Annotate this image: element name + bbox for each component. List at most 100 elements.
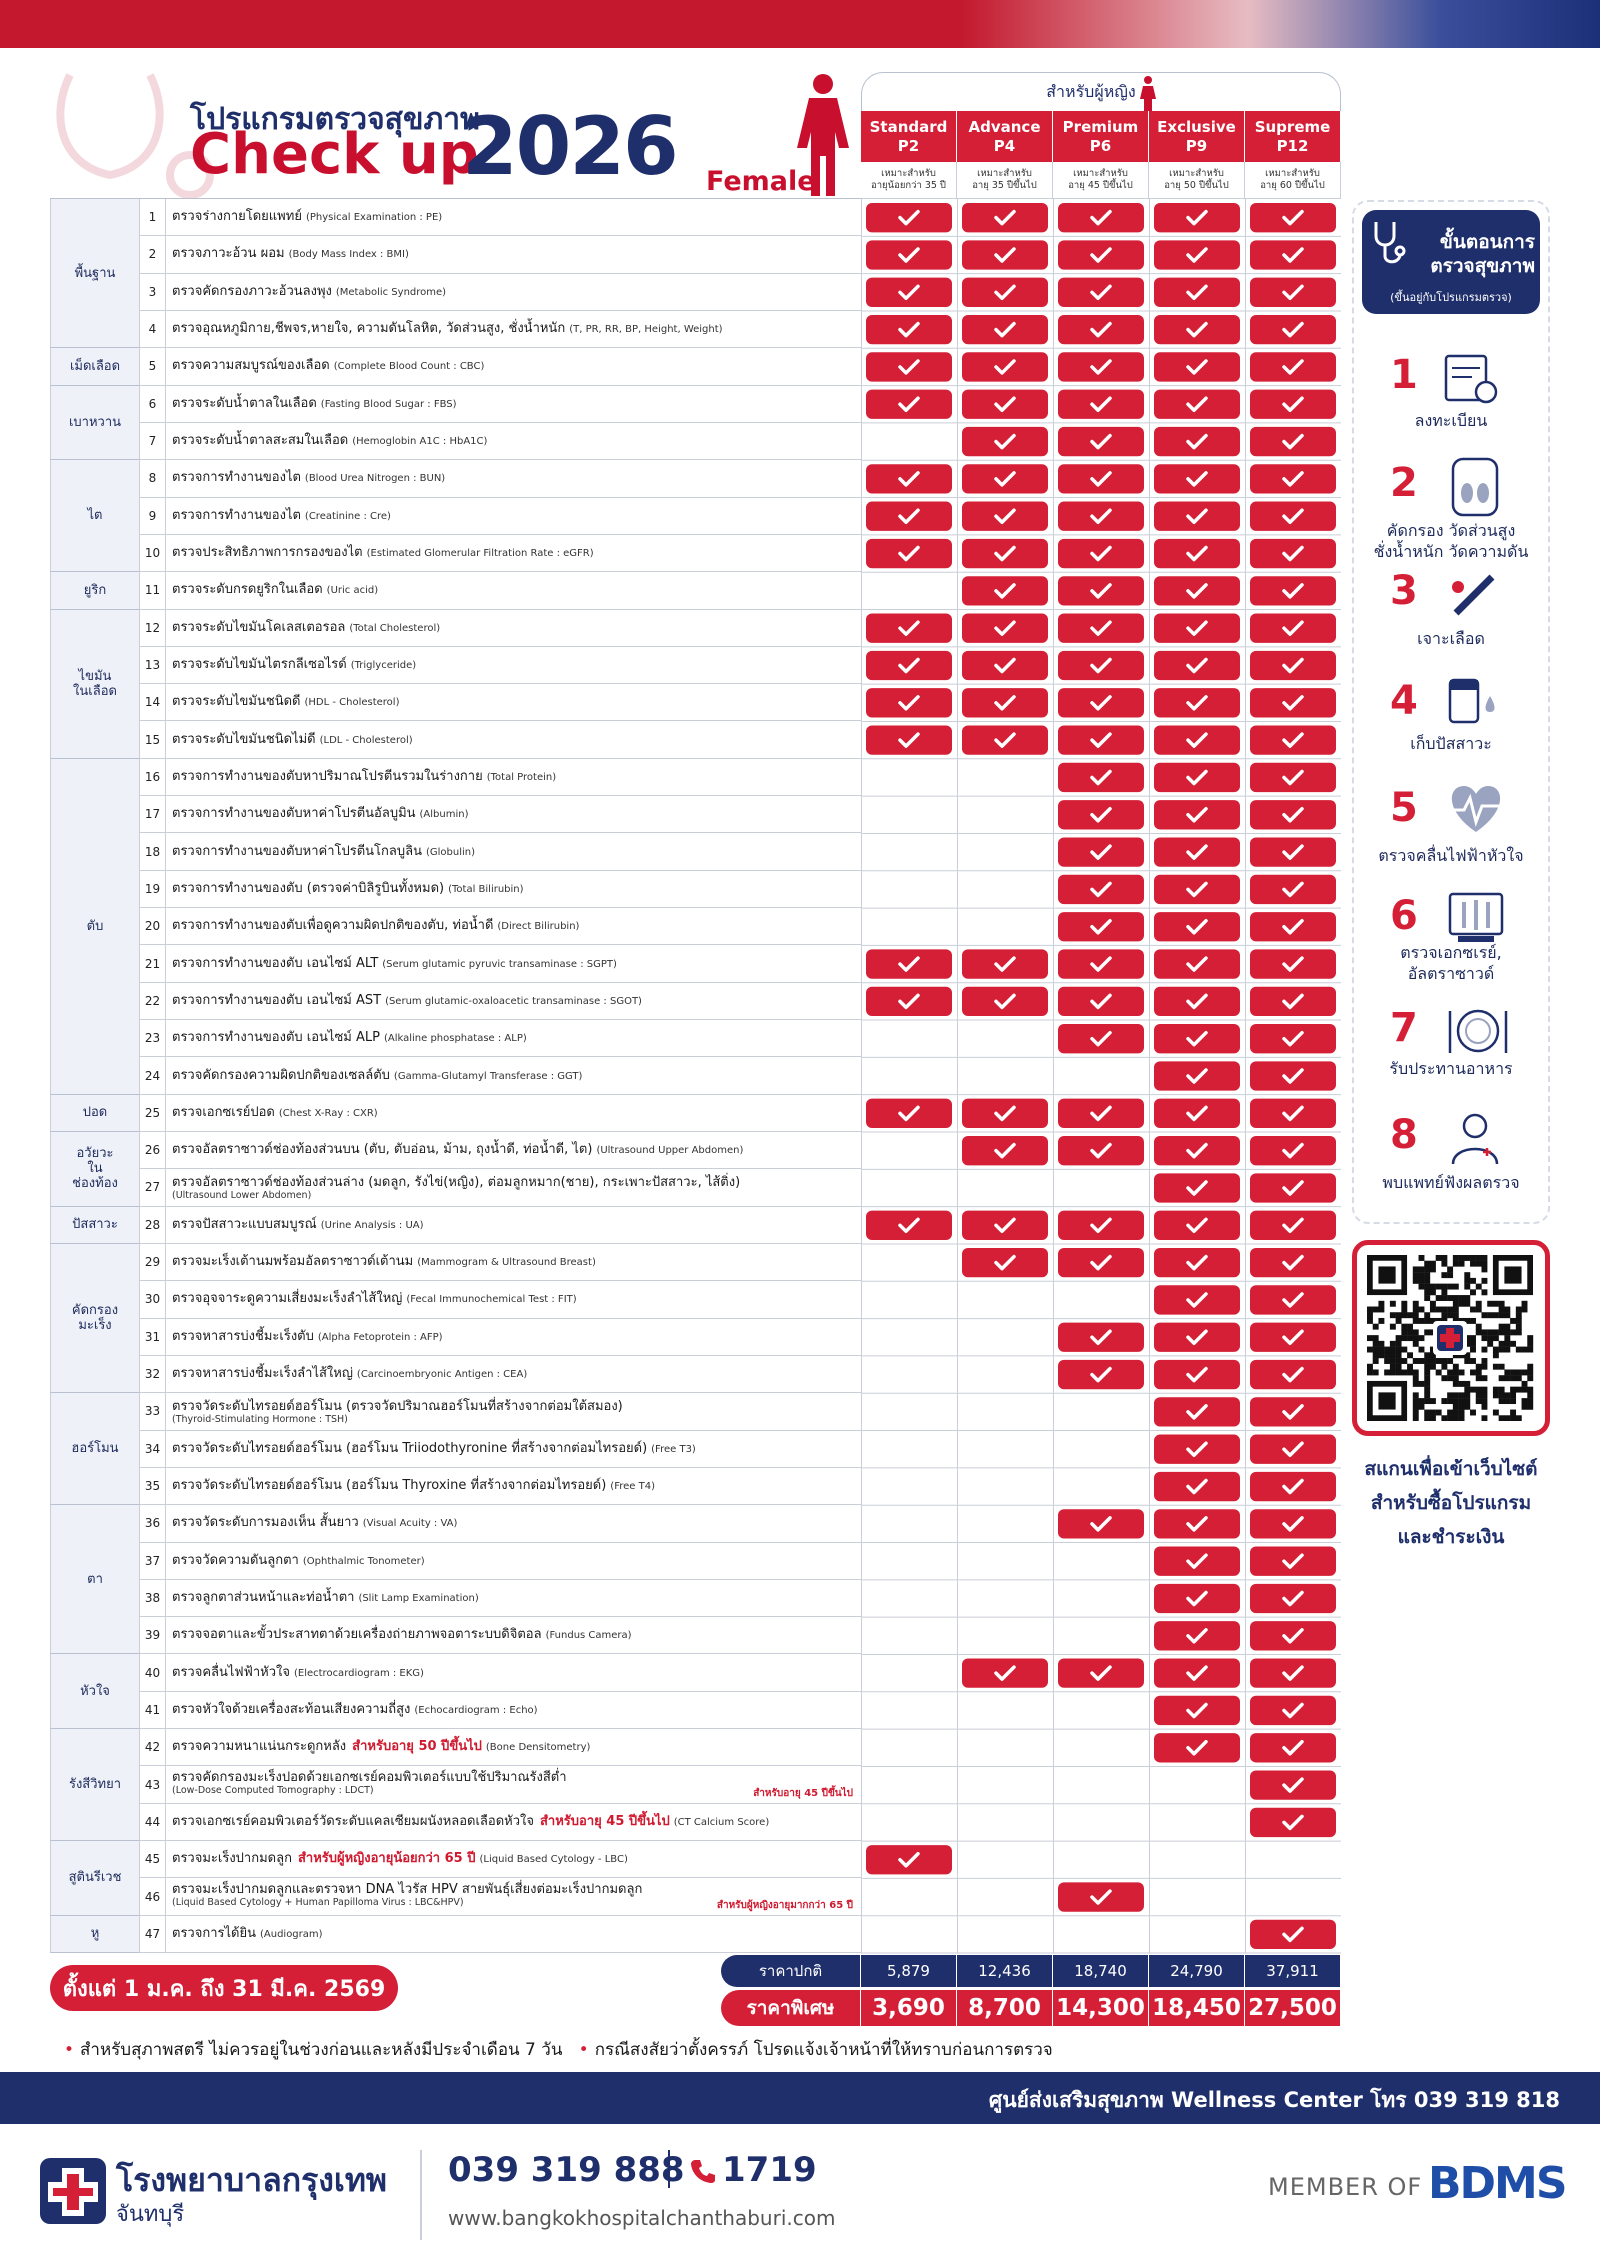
row-number: 17 xyxy=(140,796,166,834)
check-box xyxy=(962,1098,1048,1128)
step-number: 8 xyxy=(1390,1112,1418,1158)
check-icon xyxy=(898,732,920,748)
test-cell: ตรวจการทำงานของตับ เอนไซม์ AST (Serum glu… xyxy=(166,983,861,1021)
title-thai: โปรแกรมตรวจสุขภาพ xyxy=(190,102,480,137)
qr-module xyxy=(1452,1306,1459,1313)
qr-module xyxy=(1527,1398,1534,1405)
test-note: สำหรับอายุ 45 ปีขึ้นไป xyxy=(539,1813,670,1829)
check-icon xyxy=(1282,508,1304,524)
check-box xyxy=(866,1845,952,1875)
qr-module xyxy=(1458,1398,1465,1405)
qr-module xyxy=(1498,1300,1505,1307)
test-name-en: (Thyroid-Stimulating Hormone : TSH) xyxy=(172,1413,348,1425)
qr-module xyxy=(1487,1300,1494,1307)
check-icon xyxy=(994,620,1016,636)
test-name-th: ตรวจอัลตราซาวด์ช่องท้องส่วนล่าง (มดลูก, … xyxy=(172,1174,741,1190)
test-line: ตรวจอุณหภูมิกาย,ชีพจร,หายใจ, ความดันโลหิ… xyxy=(172,320,861,338)
icon-doctor xyxy=(1451,1113,1499,1165)
check-icon xyxy=(1186,321,1208,338)
qr-module xyxy=(1452,1398,1459,1405)
test-name-en: (CT Calcium Score) xyxy=(673,1816,770,1828)
qr-module xyxy=(1481,1312,1488,1319)
qr-module xyxy=(1452,1363,1459,1370)
check-icon xyxy=(1282,1217,1304,1234)
check-box xyxy=(1058,1882,1144,1912)
package-suitability: เหมาะสำหรับ อายุ 60 ปีขึ้นไป xyxy=(1245,162,1341,199)
qr-module xyxy=(1452,1392,1459,1399)
check-box xyxy=(962,538,1048,569)
check-icon xyxy=(994,321,1016,338)
qr-module xyxy=(1407,1312,1413,1319)
test-cell: ตรวจระดับน้ำตาลในเลือด (Fasting Blood Sug… xyxy=(166,386,861,423)
qr-module xyxy=(1401,1346,1408,1353)
check-icon xyxy=(1186,209,1208,226)
step-label-line: ลงทะเบียน xyxy=(1414,411,1488,430)
test-line: ตรวจลูกตาส่วนหน้าและท่อน้ำตา (Slit Lamp E… xyxy=(172,1589,861,1607)
test-cell: ตรวจการทำงานของไต (Blood Urea Nitrogen : … xyxy=(166,460,861,498)
check-icon xyxy=(1282,1814,1304,1831)
test-line: ตรวจคัดกรองมะเร็งปอดด้วยเอกซเรย์คอมพิวเต… xyxy=(172,1769,861,1786)
qr-module xyxy=(1395,1317,1402,1324)
qr-module xyxy=(1407,1352,1413,1359)
package-age: อายุ 60 ปีขึ้นไป xyxy=(1260,180,1325,191)
test-name-en: (Mammogram & Ultrasound Breast) xyxy=(417,1257,596,1269)
qr-module xyxy=(1492,1300,1499,1307)
check-icon xyxy=(1186,657,1208,674)
package-suitability: เหมาะสำหรับ อายุน้อยกว่า 35 ปี xyxy=(861,162,957,199)
qr-module xyxy=(1492,1335,1499,1342)
check-box xyxy=(1250,1621,1336,1651)
qr-module xyxy=(1487,1340,1494,1347)
test-name-en: (Alkaline phosphatase : ALP) xyxy=(383,1033,527,1045)
check-icon xyxy=(1282,1665,1304,1681)
check-icon xyxy=(1282,1478,1304,1495)
category-cell: ปัสสาวะ xyxy=(50,1206,140,1244)
qr-module xyxy=(1452,1295,1459,1301)
test-name-th: ตรวจเอกซเรย์ปอด xyxy=(172,1104,275,1120)
check-icon xyxy=(994,284,1016,301)
check-icon xyxy=(1186,1478,1208,1495)
check-icon xyxy=(898,508,920,524)
test-name-th: ตรวจภาวะอ้วน ผอม xyxy=(172,246,285,262)
test-cell: ตรวจอุณหภูมิกาย,ชีพจร,หายใจ, ความดันโลหิ… xyxy=(166,311,861,349)
package-age: อายุน้อยกว่า 35 ปี xyxy=(871,180,946,191)
qr-module xyxy=(1452,1409,1459,1416)
check-box xyxy=(866,538,952,569)
qr-module xyxy=(1464,1403,1471,1410)
check-icon xyxy=(1090,695,1112,711)
check-box xyxy=(1250,1061,1336,1091)
row-number: 38 xyxy=(140,1579,166,1618)
check-box xyxy=(1154,1247,1240,1278)
qr-module xyxy=(1492,1409,1499,1416)
row-number: 44 xyxy=(140,1803,166,1842)
category-cell: ไต xyxy=(50,460,140,573)
qr-module xyxy=(1378,1340,1385,1347)
test-name-en: (Urine Analysis : UA) xyxy=(320,1219,424,1231)
test-line: ตรวจการทำงานของตับ เอนไซม์ ALP (Alkaline … xyxy=(172,1029,861,1047)
qr-module xyxy=(1424,1398,1431,1405)
check-box xyxy=(1154,314,1240,345)
test-name-en: (Estimated Glomerular Filtration Rate : … xyxy=(366,548,594,560)
qr-module xyxy=(1418,1277,1425,1284)
check-box xyxy=(866,949,952,979)
step-label-line: อัลตราซาวด์ xyxy=(1407,964,1495,983)
step-label-line: ตรวจคลื่นไฟฟ้าหัวใจ xyxy=(1378,846,1524,865)
package-code: P12 xyxy=(1276,136,1309,155)
test-name-th: ตรวจอุจจาระดูความเสี่ยงมะเร็งลำไส้ใหญ่ xyxy=(172,1291,403,1307)
qr-module xyxy=(1492,1346,1499,1353)
check-icon xyxy=(1186,732,1208,748)
regular-price: 18,740 xyxy=(1053,1955,1149,1987)
check-box xyxy=(1250,1024,1336,1054)
check-icon xyxy=(1186,1628,1208,1644)
check-box xyxy=(1250,874,1336,905)
qr-module xyxy=(1424,1283,1431,1290)
check-icon xyxy=(1282,1702,1304,1719)
steps-subtitle: (ขึ้นอยู่กับโปรแกรมตรวจ) xyxy=(1390,291,1512,304)
row-number: 1 xyxy=(140,199,166,237)
qr-module xyxy=(1510,1340,1517,1347)
qr-module xyxy=(1510,1375,1517,1382)
test-line: ตรวจการทำงานของไต (Creatinine : Cre) xyxy=(172,507,861,525)
icon-scale xyxy=(1451,457,1499,517)
check-icon xyxy=(1090,1030,1112,1047)
qr-module xyxy=(1470,1369,1476,1376)
qr-module xyxy=(1384,1346,1391,1353)
